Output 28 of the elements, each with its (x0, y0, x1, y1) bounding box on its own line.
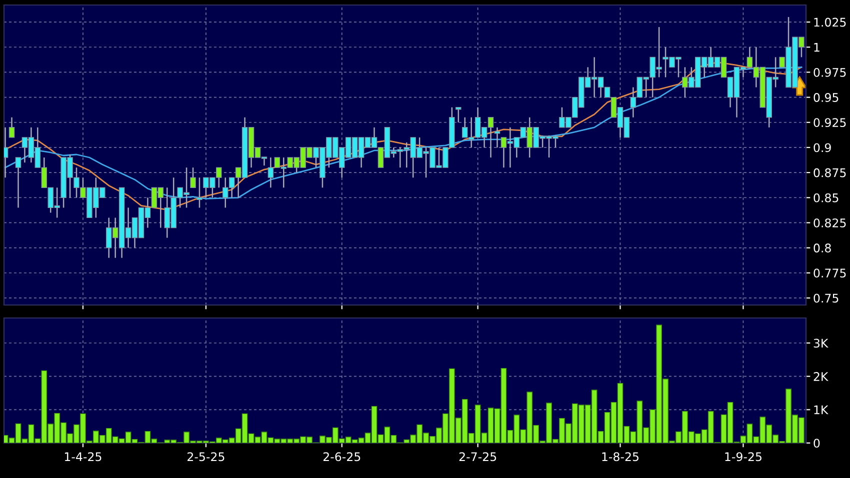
y-tick-label: 0.9 (814, 143, 831, 152)
candlestick (15, 156, 22, 208)
x-tick-label: 2-7-25 (459, 452, 496, 462)
y-tick-label: 0.975 (814, 68, 846, 77)
candlestick (196, 176, 202, 208)
y-tick-label: 1.025 (814, 18, 846, 27)
y-tick-label: 0.925 (814, 118, 846, 128)
x-tick-label: 2-5-25 (188, 452, 224, 462)
x-tick-label: 1-4-25 (64, 452, 102, 462)
y-tick-label: 0.8 (814, 244, 831, 252)
y-tick-label: 0.85 (814, 193, 838, 202)
y-tick-label: 0.875 (814, 168, 846, 178)
y-tick-label: 0.825 (814, 218, 846, 228)
y-tick-label: 1 (814, 43, 820, 52)
y-tick-label: 0.75 (814, 294, 838, 303)
x-tick-label: 1-9-25 (725, 452, 762, 462)
y-tick-label: 0.95 (814, 93, 838, 102)
x-tick-label: 1-8-25 (602, 452, 638, 462)
y-tick-label: 0 (814, 438, 820, 448)
y-tick-label: 0.775 (814, 268, 846, 278)
candlestick (190, 166, 196, 188)
y-tick-label: 2K (814, 372, 828, 381)
candlestick (456, 106, 462, 124)
y-tick-label: 3K (814, 338, 828, 348)
candlestick (8, 116, 15, 138)
x-tick-label: 2-6-25 (323, 452, 360, 462)
y-tick-label: 1K (814, 406, 828, 414)
candlestick (494, 126, 500, 148)
